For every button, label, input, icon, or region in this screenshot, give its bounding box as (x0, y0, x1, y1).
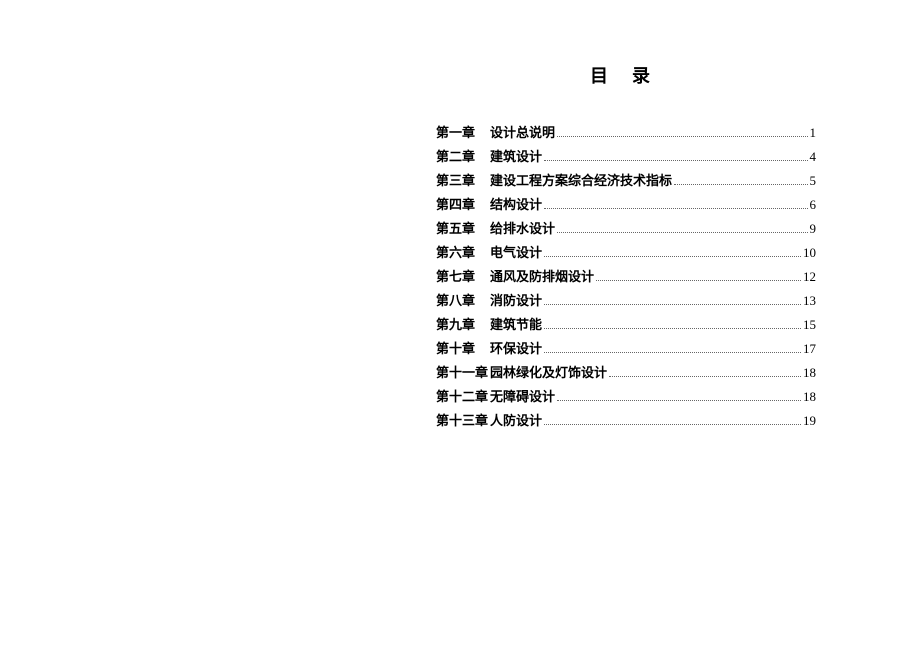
chapter-label: 第二章 (436, 150, 490, 163)
leader-dots (674, 184, 807, 185)
chapter-label: 第十一章 (436, 366, 490, 379)
page-number: 10 (803, 246, 816, 259)
chapter-title: 给排水设计 (490, 222, 555, 235)
leader-dots (596, 280, 801, 281)
toc-item: 第十章 环保设计 17 (436, 342, 816, 356)
chapter-title: 环保设计 (490, 342, 542, 355)
chapter-title: 建设工程方案综合经济技术指标 (490, 174, 672, 187)
leader-dots (544, 304, 801, 305)
toc-item: 第十二章 无障碍设计 18 (436, 390, 816, 404)
toc-item: 第六章 电气设计 10 (436, 246, 816, 260)
leader-dots (544, 328, 801, 329)
leader-dots (557, 400, 801, 401)
chapter-title: 无障碍设计 (490, 390, 555, 403)
chapter-title: 结构设计 (490, 198, 542, 211)
toc-item: 第二章 建筑设计 4 (436, 150, 816, 164)
chapter-label: 第五章 (436, 222, 490, 235)
leader-dots (544, 352, 801, 353)
page-number: 9 (810, 222, 817, 235)
chapter-title: 设计总说明 (490, 126, 555, 139)
leader-dots (544, 208, 807, 209)
leader-dots (557, 136, 807, 137)
toc-item: 第九章 建筑节能 15 (436, 318, 816, 332)
chapter-label: 第十二章 (436, 390, 490, 403)
page-number: 12 (803, 270, 816, 283)
leader-dots (544, 424, 801, 425)
page-number: 19 (803, 414, 816, 427)
page-number: 18 (803, 390, 816, 403)
toc-item: 第一章 设计总说明 1 (436, 126, 816, 140)
toc-item: 第七章 通风及防排烟设计 12 (436, 270, 816, 284)
page-number: 17 (803, 342, 816, 355)
toc-item: 第五章 给排水设计 9 (436, 222, 816, 236)
chapter-title: 消防设计 (490, 294, 542, 307)
toc-item: 第四章 结构设计 6 (436, 198, 816, 212)
chapter-title: 通风及防排烟设计 (490, 270, 594, 283)
chapter-label: 第六章 (436, 246, 490, 259)
toc-item: 第八章 消防设计 13 (436, 294, 816, 308)
chapter-title: 电气设计 (490, 246, 542, 259)
chapter-label: 第四章 (436, 198, 490, 211)
leader-dots (544, 160, 807, 161)
chapter-title: 建筑设计 (490, 150, 542, 163)
page-title: 目录 (436, 62, 816, 88)
page-number: 5 (810, 174, 817, 187)
page-number: 1 (810, 126, 817, 139)
page-number: 6 (810, 198, 817, 211)
page-number: 15 (803, 318, 816, 331)
chapter-label: 第八章 (436, 294, 490, 307)
leader-dots (609, 376, 801, 377)
toc-list: 第一章 设计总说明 1 第二章 建筑设计 4 第三章 建设工程方案综合经济技术指… (436, 126, 816, 428)
chapter-label: 第一章 (436, 126, 490, 139)
chapter-label: 第十章 (436, 342, 490, 355)
chapter-title: 人防设计 (490, 414, 542, 427)
page-number: 18 (803, 366, 816, 379)
chapter-title: 建筑节能 (490, 318, 542, 331)
chapter-label: 第七章 (436, 270, 490, 283)
toc-item: 第十一章 园林绿化及灯饰设计 18 (436, 366, 816, 380)
page-number: 13 (803, 294, 816, 307)
chapter-label: 第九章 (436, 318, 490, 331)
leader-dots (557, 232, 807, 233)
toc-item: 第十三章 人防设计 19 (436, 414, 816, 428)
chapter-title: 园林绿化及灯饰设计 (490, 366, 607, 379)
chapter-label: 第三章 (436, 174, 490, 187)
leader-dots (544, 256, 801, 257)
toc-container: 目录 第一章 设计总说明 1 第二章 建筑设计 4 第三章 建设工程方案综合经济… (436, 62, 816, 438)
toc-item: 第三章 建设工程方案综合经济技术指标 5 (436, 174, 816, 188)
chapter-label: 第十三章 (436, 414, 490, 427)
page-number: 4 (810, 150, 817, 163)
